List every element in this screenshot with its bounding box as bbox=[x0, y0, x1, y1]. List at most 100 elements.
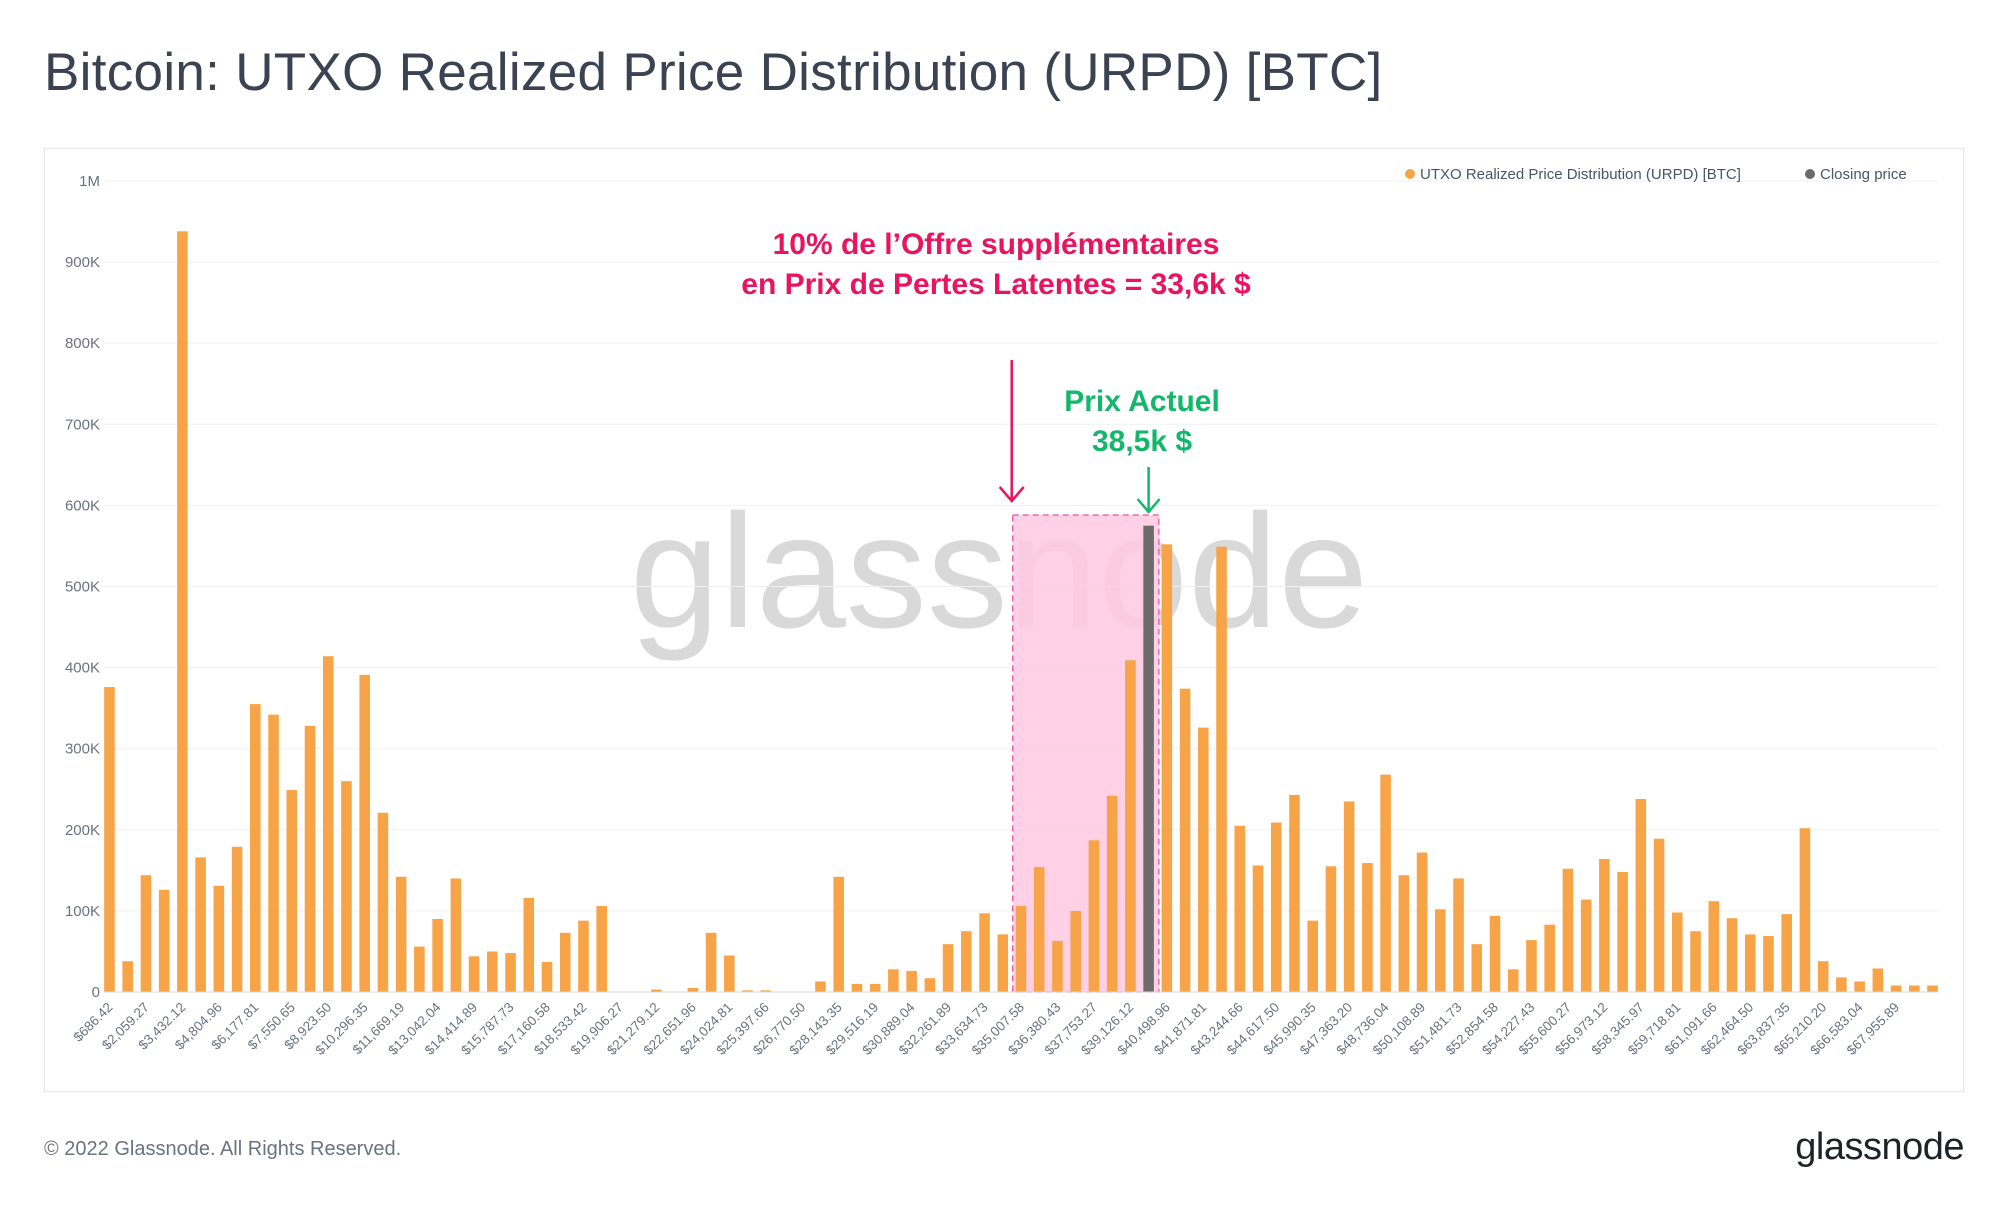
bar bbox=[286, 790, 298, 992]
bar bbox=[213, 885, 225, 992]
footer-copyright: © 2022 Glassnode. All Rights Reserved. bbox=[44, 1138, 402, 1160]
bar bbox=[888, 969, 899, 992]
bar bbox=[1726, 918, 1738, 992]
y-tick-label: 400K bbox=[65, 660, 100, 677]
bar bbox=[1380, 774, 1391, 992]
bar bbox=[1435, 909, 1446, 992]
bar bbox=[468, 956, 480, 992]
bar bbox=[1580, 899, 1592, 992]
legend-marker-urpd bbox=[1405, 169, 1415, 179]
bar bbox=[760, 990, 772, 992]
bar bbox=[687, 987, 699, 992]
page-title: Bitcoin: UTXO Realized Price Distributio… bbox=[44, 43, 1383, 102]
bar bbox=[1307, 920, 1318, 992]
y-tick-label: 600K bbox=[65, 497, 100, 514]
bar bbox=[505, 953, 516, 992]
bar bbox=[450, 878, 462, 992]
bar bbox=[1088, 840, 1100, 992]
bar bbox=[942, 944, 954, 992]
bar bbox=[1325, 866, 1337, 992]
bar bbox=[596, 906, 607, 992]
bar bbox=[1343, 801, 1355, 992]
bar bbox=[724, 955, 735, 992]
bar bbox=[578, 920, 589, 992]
bar bbox=[833, 876, 844, 992]
bar bbox=[869, 983, 881, 992]
bar bbox=[924, 978, 936, 992]
closing-price-bar bbox=[1143, 525, 1154, 992]
y-tick-label: 900K bbox=[65, 254, 100, 271]
bar bbox=[651, 989, 662, 992]
bar bbox=[122, 961, 133, 992]
bar bbox=[1708, 901, 1720, 992]
bar bbox=[359, 674, 370, 992]
bar bbox=[1106, 795, 1118, 992]
bar bbox=[104, 687, 115, 992]
bar bbox=[1216, 546, 1227, 992]
current-price-arrow-head bbox=[1136, 498, 1161, 514]
bar bbox=[1763, 936, 1774, 992]
bar bbox=[1489, 915, 1501, 992]
chart-frame: glassnode 0 100K 200K 300K 400K 500K 600K 700K 80… bbox=[44, 148, 1964, 1092]
legend-label-closing: Closing price bbox=[1820, 166, 1907, 183]
bar bbox=[268, 714, 279, 992]
bar bbox=[1836, 977, 1847, 992]
bar bbox=[1362, 863, 1373, 992]
bar bbox=[322, 656, 334, 992]
bar bbox=[1927, 985, 1938, 992]
bar bbox=[1471, 944, 1483, 992]
current-price-line-1: Prix Actuel bbox=[1064, 385, 1220, 418]
bar bbox=[487, 951, 498, 992]
bar bbox=[231, 846, 243, 992]
bar bbox=[1544, 924, 1555, 992]
bar bbox=[1817, 961, 1829, 992]
supply-annotation-line-1: 10% de l’Offre supplémentaires bbox=[773, 228, 1220, 261]
bar bbox=[1617, 871, 1628, 992]
urpd-chart: glassnode 0 100K 200K 300K 400K 500K 600K 700K 80… bbox=[65, 166, 1938, 1058]
bar bbox=[1854, 981, 1865, 992]
y-tick-label: 100K bbox=[65, 903, 100, 920]
bar bbox=[1015, 906, 1027, 992]
bar bbox=[1033, 867, 1045, 992]
bar bbox=[1453, 878, 1464, 992]
bar bbox=[250, 704, 261, 992]
bar bbox=[979, 913, 990, 992]
bar bbox=[851, 983, 863, 992]
bar bbox=[1252, 865, 1264, 992]
bar bbox=[541, 961, 553, 992]
bar bbox=[1653, 838, 1665, 992]
bar bbox=[1070, 910, 1081, 992]
bar bbox=[906, 970, 917, 992]
bar bbox=[1781, 914, 1792, 992]
bar bbox=[742, 990, 753, 992]
bar bbox=[1890, 985, 1902, 992]
bar bbox=[195, 857, 206, 992]
bar bbox=[1125, 660, 1136, 992]
y-tick-label: 1M bbox=[79, 173, 100, 190]
y-tick-label: 700K bbox=[65, 416, 100, 433]
bar bbox=[1161, 544, 1173, 992]
current-price-line-2: 38,5k $ bbox=[1092, 425, 1192, 458]
bar bbox=[1635, 798, 1647, 992]
bar bbox=[559, 932, 571, 992]
bar bbox=[523, 897, 535, 992]
y-tick-label: 800K bbox=[65, 335, 100, 352]
bar bbox=[997, 934, 1009, 992]
bar bbox=[414, 946, 425, 992]
bar bbox=[158, 889, 170, 992]
bar bbox=[1744, 934, 1756, 992]
bar bbox=[1507, 969, 1519, 992]
bar bbox=[395, 876, 407, 992]
watermark: glassnode bbox=[630, 481, 1369, 662]
bar bbox=[1234, 825, 1246, 992]
footer-logo[interactable]: glassnode bbox=[1795, 1126, 1964, 1168]
bar bbox=[177, 231, 188, 993]
bar bbox=[1416, 852, 1428, 992]
legend-label-urpd: UTXO Realized Price Distribution (URPD) … bbox=[1420, 166, 1741, 183]
bar bbox=[1599, 858, 1610, 992]
bar bbox=[1052, 940, 1063, 992]
supply-arrow-head bbox=[998, 486, 1025, 503]
supply-annotation-line-2: en Prix de Pertes Latentes = 33,6k $ bbox=[741, 268, 1251, 301]
bar bbox=[1270, 822, 1282, 992]
bar bbox=[304, 725, 316, 992]
